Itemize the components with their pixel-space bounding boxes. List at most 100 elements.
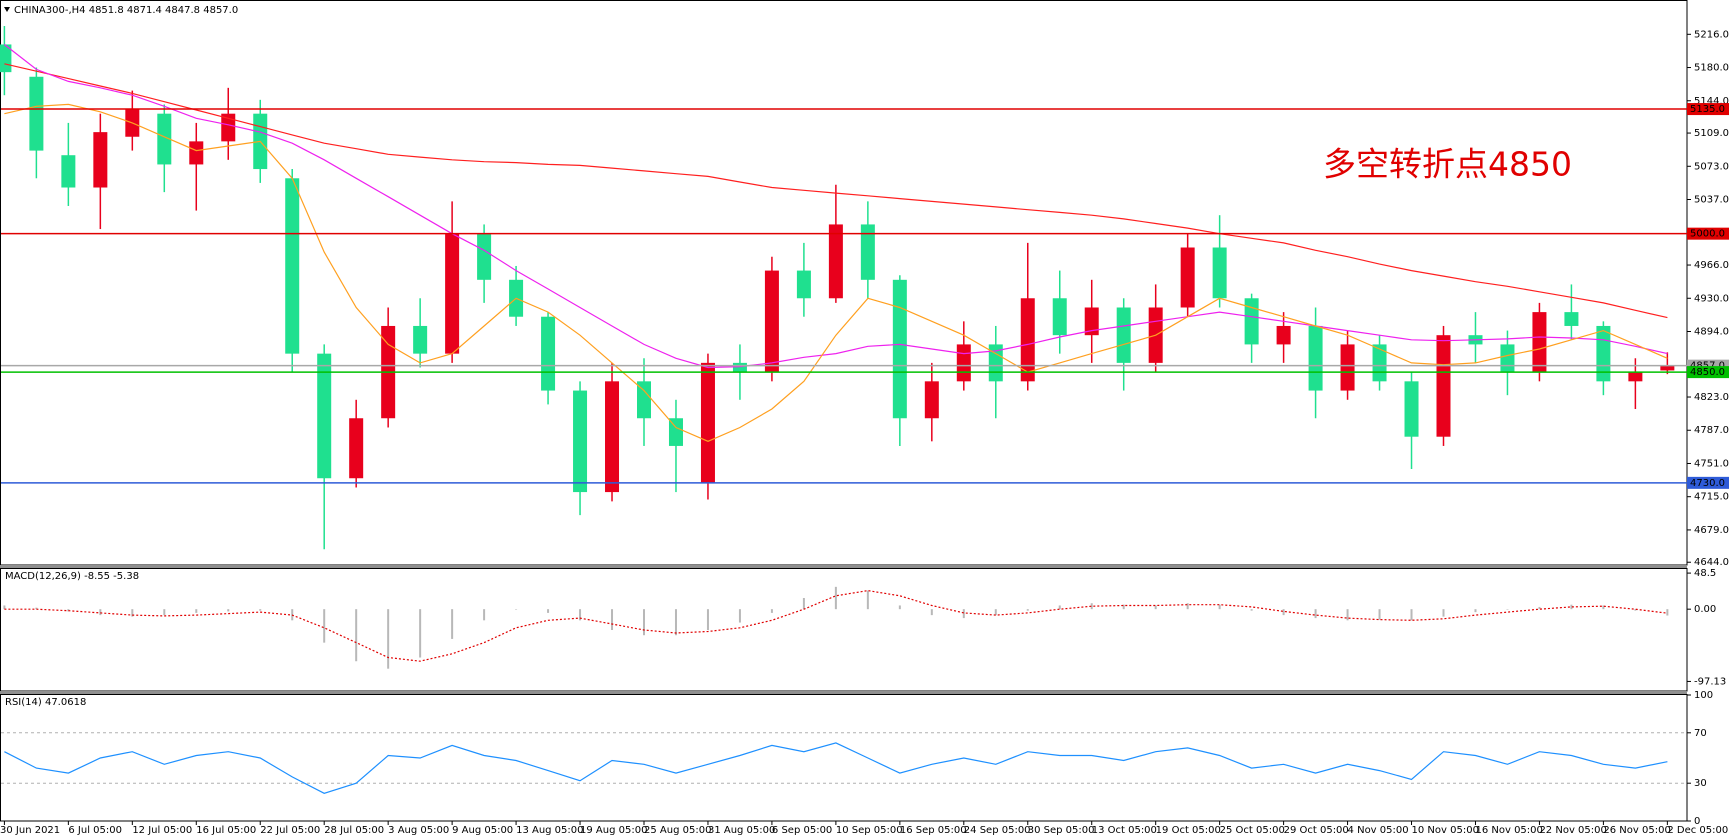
y-tick-label: 0.00 (1694, 604, 1716, 615)
candle-body (1500, 344, 1515, 373)
price-label-box (1687, 227, 1729, 240)
x-tick-label: 3 Aug 05:00 (388, 825, 449, 836)
y-tick-label: 5037.0 (1694, 195, 1729, 206)
macd-bar (738, 609, 741, 623)
candle-body (860, 224, 875, 280)
candle-body (1052, 298, 1067, 336)
candle-body (796, 270, 811, 299)
candle-body (221, 113, 236, 142)
macd-bar (259, 609, 262, 611)
rsi-header: RSI(14) 47.0618 (5, 697, 86, 708)
candle-body (1596, 325, 1611, 382)
rsi-frame (0, 694, 1688, 822)
y-tick-label: 0 (1694, 816, 1700, 827)
x-tick-label: 6 Jul 05:00 (68, 825, 122, 836)
candle-body (1212, 247, 1227, 299)
macd-bar (898, 605, 901, 610)
candle-body (1436, 335, 1451, 437)
macd-bar (1634, 609, 1637, 611)
candle-body (0, 44, 12, 73)
macd-bar (1506, 609, 1509, 610)
candle-body (157, 113, 172, 165)
macd-bar (1666, 609, 1669, 616)
macd-bar (195, 609, 198, 613)
x-tick-label: 24 Sep 05:00 (964, 825, 1031, 836)
candle-body (1628, 372, 1643, 382)
candle-body (413, 325, 428, 354)
x-tick-label: 4 Nov 05:00 (1348, 825, 1409, 836)
chart-header: CHINA300-,H4 4851.8 4871.4 4847.8 4857.0 (14, 5, 238, 16)
x-tick-label: 26 Nov 05:00 (1603, 825, 1670, 836)
candle-body (668, 418, 683, 446)
candle-body (956, 344, 971, 382)
macd-bar (355, 609, 358, 662)
panel-separator (0, 691, 1687, 694)
panel-separator (0, 565, 1687, 568)
candle-body (445, 233, 460, 354)
y-tick-label: 5109.0 (1694, 128, 1729, 139)
candle-body (1564, 312, 1579, 326)
x-tick-label: 30 Sep 05:00 (1028, 825, 1095, 836)
macd-bar (1538, 606, 1541, 610)
annotation: 多空转折点4850 (1323, 145, 1572, 184)
macd-bar (994, 609, 997, 616)
y-tick-label: 4966.0 (1694, 260, 1729, 271)
macd-bar (3, 605, 6, 610)
y-tick-label: 4679.0 (1694, 525, 1729, 536)
candle-body (349, 418, 364, 479)
x-tick-label: 12 Jul 05:00 (132, 825, 192, 836)
macd-bar (1186, 603, 1189, 610)
macd-bar (227, 609, 230, 612)
macd-bar (451, 609, 454, 639)
price-label: 4850.0 (1690, 367, 1725, 378)
y-tick-label: 4751.0 (1694, 458, 1729, 469)
candle-body (732, 362, 747, 373)
macd-bar (611, 609, 614, 630)
candle-body (541, 316, 556, 391)
candle-body (828, 224, 843, 299)
menu-arrow[interactable] (4, 7, 10, 12)
candle-body (1372, 344, 1387, 382)
macd-bar (866, 590, 869, 610)
candle-body (1020, 298, 1035, 382)
macd-bar (1378, 609, 1381, 620)
candle-body (1276, 325, 1291, 345)
macd-bar (1250, 609, 1253, 611)
macd-bar (547, 609, 550, 613)
macd-bar (1122, 604, 1125, 610)
indicator-line (4, 63, 1668, 319)
y-tick-label: 30 (1694, 778, 1707, 789)
x-tick-label: 9 Aug 05:00 (452, 825, 513, 836)
x-tick-label: 13 Oct 05:00 (1092, 825, 1157, 836)
macd-bar (387, 609, 390, 669)
macd-bar (419, 609, 422, 658)
price-label-box (1687, 366, 1729, 379)
macd-bar (1026, 609, 1029, 611)
candle-body (93, 132, 108, 188)
candle-body (1116, 307, 1131, 363)
macd-bar (131, 609, 134, 617)
macd-bar (99, 609, 102, 616)
macd-bar (834, 586, 837, 610)
candle-body (924, 381, 939, 419)
x-tick-label: 10 Sep 05:00 (836, 825, 903, 836)
indicator-line (4, 103, 1668, 442)
macd-bar (1218, 604, 1221, 610)
candle-body (1084, 307, 1099, 336)
x-tick-label: 16 Sep 05:00 (900, 825, 967, 836)
macd-bar (1058, 605, 1061, 610)
candle-body (1180, 247, 1195, 308)
macd-bar (1346, 609, 1349, 621)
candle-body (189, 141, 204, 165)
macd-bar (1442, 609, 1445, 617)
x-tick-label: 2 Dec 05:00 (1667, 825, 1728, 836)
x-tick-label: 19 Oct 05:00 (1156, 825, 1221, 836)
macd-bar (1474, 609, 1477, 613)
macd-bar (1314, 609, 1317, 619)
x-tick-label: 22 Jul 05:00 (260, 825, 320, 836)
x-tick-label: 19 Aug 05:00 (580, 825, 647, 836)
candle-body (892, 279, 907, 419)
macd-bar (1154, 605, 1157, 610)
